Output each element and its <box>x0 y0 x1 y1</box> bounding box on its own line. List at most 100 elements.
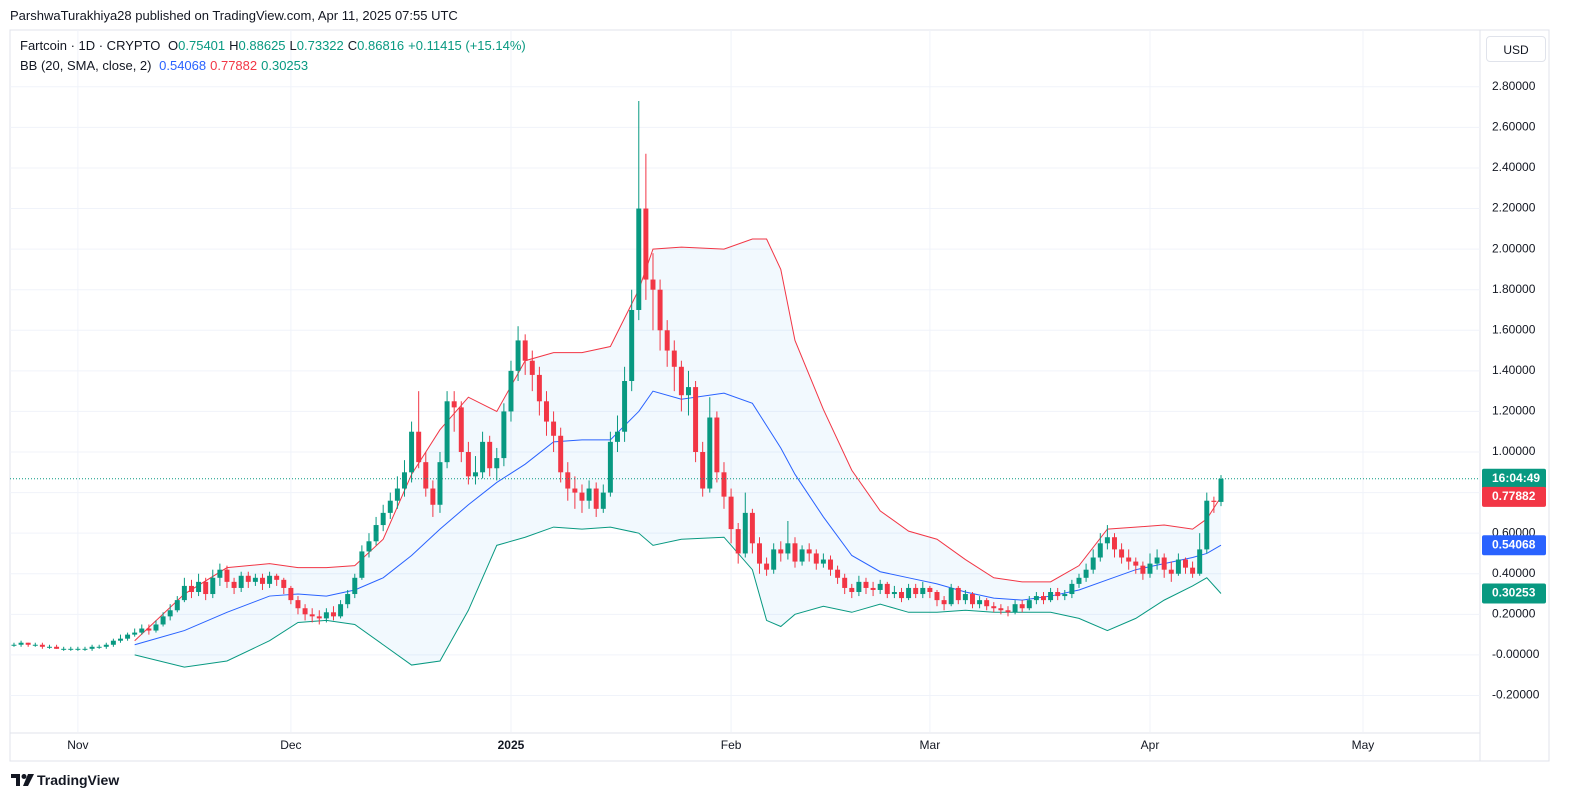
grid <box>10 30 1480 732</box>
candle-body <box>96 646 102 648</box>
candle-body <box>288 587 294 601</box>
candle-body <box>1211 500 1217 502</box>
candle-body <box>600 492 606 509</box>
price-badge <box>1482 468 1546 489</box>
candle-body <box>522 340 528 361</box>
candle-body <box>1090 557 1096 570</box>
y-tick-label: 1.80000 <box>1492 282 1536 296</box>
candle-body <box>153 624 159 631</box>
candle-body <box>387 500 393 513</box>
candle-body <box>39 644 45 647</box>
candle-body <box>1048 592 1054 601</box>
candle-body <box>274 575 280 580</box>
price-badge-label: 0.77882 <box>1492 489 1536 503</box>
candle-body <box>1154 557 1160 564</box>
candle-body <box>494 458 500 469</box>
candle-body <box>835 569 841 578</box>
candle-body <box>934 592 940 601</box>
candle-body <box>913 587 919 595</box>
candle-body <box>657 289 663 331</box>
candle-body <box>622 381 628 432</box>
tradingview-logo <box>11 774 34 786</box>
candle-body <box>167 610 173 617</box>
candle-body <box>955 587 961 601</box>
candle-body <box>806 549 812 554</box>
candle-body <box>181 585 187 601</box>
candle-body <box>884 583 890 595</box>
candle-body <box>849 587 855 593</box>
candle-body <box>68 648 74 650</box>
candle-body <box>1183 559 1188 568</box>
candle-body <box>302 608 308 615</box>
candle-body <box>174 600 180 611</box>
candle-body <box>1097 543 1103 558</box>
candle-body <box>877 583 883 590</box>
candle-body <box>423 462 429 489</box>
y-tick-label: 1.40000 <box>1492 363 1536 377</box>
candle-body <box>1161 557 1167 570</box>
candle-body <box>856 581 862 593</box>
candle-body <box>380 512 386 526</box>
x-tick-label: Feb <box>721 738 742 752</box>
candle-body <box>338 604 344 617</box>
candle-body <box>1126 557 1132 562</box>
x-tick-label: Dec <box>280 738 301 752</box>
candle-body <box>1033 596 1039 601</box>
candle-body <box>870 587 876 590</box>
candle-body <box>103 644 109 647</box>
candle-body <box>32 644 38 646</box>
candle-body <box>373 525 379 542</box>
candle-body <box>295 600 301 609</box>
candle-body <box>1062 594 1068 597</box>
candle-body <box>89 646 95 649</box>
y-tick-label: 1.20000 <box>1492 404 1536 418</box>
candles <box>11 101 1224 651</box>
candle-body <box>501 411 507 459</box>
ohlc-key: O <box>168 38 179 53</box>
candle-body <box>281 579 287 588</box>
candle-body <box>1041 596 1046 601</box>
candle-body <box>437 462 443 505</box>
ohlc-value: 0.88625 <box>238 38 286 53</box>
candle-body <box>54 646 60 649</box>
candle-body <box>614 431 620 442</box>
candle-body <box>210 577 216 595</box>
currency-button[interactable]: USD <box>1486 36 1546 62</box>
candle-body <box>586 488 592 501</box>
candle-body <box>813 553 819 564</box>
candle-body <box>962 594 968 601</box>
candle-body <box>643 208 649 280</box>
candle-body <box>352 577 358 595</box>
indicator-value: 0.54068 <box>159 58 207 73</box>
candle-body <box>18 642 24 645</box>
candle-body <box>991 606 997 609</box>
candle-body <box>1055 592 1061 597</box>
candle-body <box>543 401 549 422</box>
candle-body <box>1112 537 1117 550</box>
y-tick-label: 2.00000 <box>1492 241 1536 255</box>
candle-body <box>1005 610 1011 613</box>
candle-body <box>1140 565 1146 574</box>
candle-body <box>366 541 372 552</box>
x-tick-label: 2025 <box>498 738 525 752</box>
candle-body <box>46 646 52 648</box>
axes: -0.20000-0.000000.200000.400000.600000.8… <box>10 79 1546 752</box>
candle-body <box>1197 549 1203 574</box>
candle-body <box>1083 569 1089 578</box>
candle-body <box>401 472 407 489</box>
y-tick-label: 0.20000 <box>1492 606 1536 620</box>
ohlc-key: L <box>289 38 297 53</box>
candle-body <box>920 587 926 595</box>
candle-body <box>465 452 471 477</box>
candle-body <box>629 309 635 381</box>
candle-body <box>458 407 464 453</box>
y-tick-label: -0.20000 <box>1492 688 1540 702</box>
candle-body <box>330 612 336 617</box>
candle-body <box>998 608 1004 611</box>
attribution: ParshwaTurakhiya28 published on TradingV… <box>10 8 458 23</box>
candle-body <box>259 577 265 584</box>
candle-body <box>345 594 351 605</box>
candle-body <box>224 569 230 582</box>
y-tick-label: 2.60000 <box>1492 120 1536 134</box>
